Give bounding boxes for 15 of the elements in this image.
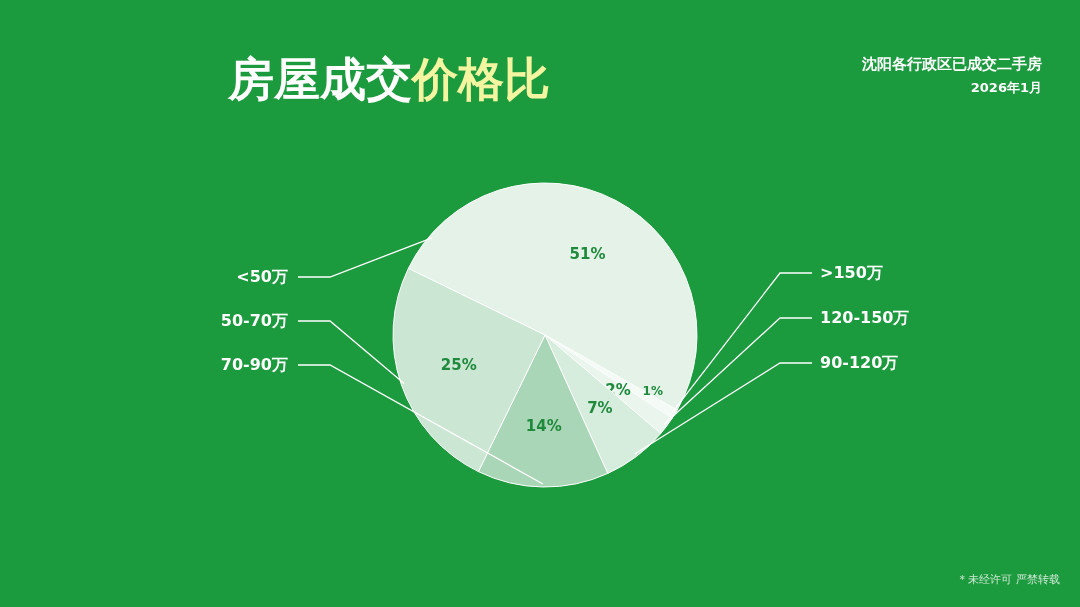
chart-title: 房屋成交价格比 (227, 52, 550, 106)
data-label: 1% (642, 384, 663, 399)
text: 沈阳各行政区已成交二手房 (861, 55, 1042, 73)
slice-label: 50-70万 (220, 311, 288, 330)
text: 2026年1月 (970, 80, 1042, 95)
data-label: 7% (587, 398, 613, 417)
text: * 未经许可 严禁转载 (959, 573, 1060, 586)
data-label: 51% (569, 245, 606, 264)
slice-label: 90-120万 (820, 353, 899, 372)
data-label: 25% (440, 355, 477, 374)
slice-label: <50万 (236, 267, 288, 286)
data-label: 14% (525, 417, 562, 436)
slice-label: 70-90万 (220, 355, 288, 374)
slice-label: 120-150万 (820, 308, 910, 327)
slice-label: >150万 (820, 263, 883, 282)
